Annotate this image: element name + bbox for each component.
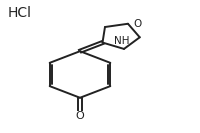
- Text: HCl: HCl: [8, 6, 32, 20]
- Text: NH: NH: [114, 36, 130, 46]
- Text: O: O: [133, 19, 141, 29]
- Text: O: O: [76, 111, 84, 121]
